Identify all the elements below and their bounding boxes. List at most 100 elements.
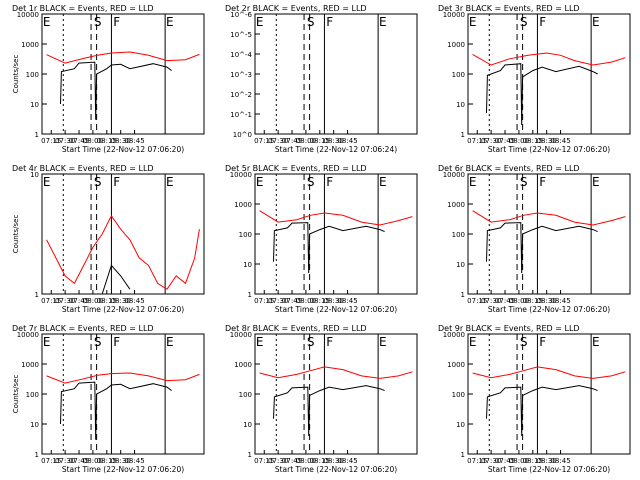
y-tick-label: 10 bbox=[243, 421, 252, 429]
event-marker: E bbox=[592, 15, 600, 29]
x-axis-label: Start Time (22-Nov-12 07:06:20) bbox=[488, 305, 610, 314]
y-axis-label: Counts/sec bbox=[12, 375, 20, 414]
x-tick-label: 08:30 bbox=[324, 297, 344, 305]
y-tick-label: 100 bbox=[239, 391, 252, 399]
x-tick-label: 07:45 bbox=[282, 137, 302, 145]
x-tick-label: 07:15 bbox=[254, 297, 274, 305]
x-tick-label: 08:15 bbox=[97, 457, 117, 465]
event-marker: E bbox=[43, 335, 51, 349]
events-series-line bbox=[273, 222, 385, 274]
event-marker: E bbox=[166, 175, 174, 189]
lld-series-line bbox=[46, 372, 200, 384]
y-tick-label: 10^-2 bbox=[230, 91, 252, 99]
x-tick-label: 08:30 bbox=[537, 457, 557, 465]
x-tick-label: 08:45 bbox=[337, 137, 357, 145]
x-tick-label: 08:45 bbox=[124, 297, 144, 305]
y-tick-label: 10000 bbox=[443, 11, 465, 19]
y-tick-label: 10^-5 bbox=[230, 31, 252, 39]
lld-series-line bbox=[472, 52, 626, 66]
event-marker: E bbox=[379, 335, 387, 349]
x-tick-label: 07:30 bbox=[481, 297, 501, 305]
event-marker: F bbox=[539, 15, 546, 29]
x-axis-label: Start Time (22-Nov-12 07:06:20) bbox=[488, 465, 610, 474]
event-marker: F bbox=[326, 335, 333, 349]
lld-series-line bbox=[259, 366, 413, 379]
event-marker: E bbox=[256, 175, 264, 189]
y-tick-label: 10^-6 bbox=[230, 11, 252, 19]
y-tick-label: 1 bbox=[461, 131, 465, 139]
panel-title: Det 9r BLACK = Events, RED = LLD bbox=[438, 324, 580, 333]
x-tick-label: 08:00 bbox=[296, 137, 316, 145]
event-marker: E bbox=[166, 335, 174, 349]
x-tick-label: 08:45 bbox=[337, 297, 357, 305]
x-tick-label: 08:30 bbox=[537, 297, 557, 305]
event-marker: F bbox=[113, 15, 120, 29]
x-tick-label: 08:30 bbox=[111, 297, 131, 305]
x-tick-label: 08:00 bbox=[296, 297, 316, 305]
x-tick-label: 07:15 bbox=[467, 137, 487, 145]
x-tick-label: 07:15 bbox=[467, 457, 487, 465]
y-tick-label: 10000 bbox=[230, 331, 252, 339]
x-tick-label: 07:15 bbox=[41, 297, 61, 305]
y-tick-label: 100 bbox=[452, 71, 465, 79]
event-marker: F bbox=[113, 335, 120, 349]
x-tick-label: 08:15 bbox=[97, 137, 117, 145]
x-axis-label: Start Time (22-Nov-12 07:06:20) bbox=[275, 305, 397, 314]
x-tick-label: 08:15 bbox=[523, 137, 543, 145]
y-axis-label: Counts/sec bbox=[12, 215, 20, 254]
x-tick-label: 08:15 bbox=[310, 137, 330, 145]
y-tick-label: 1000 bbox=[234, 361, 252, 369]
panel-title: Det 8r BLACK = Events, RED = LLD bbox=[225, 324, 367, 333]
x-tick-label: 08:15 bbox=[523, 297, 543, 305]
x-tick-label: 07:30 bbox=[481, 457, 501, 465]
event-marker: F bbox=[113, 175, 120, 189]
x-tick-label: 08:00 bbox=[509, 297, 529, 305]
event-marker: E bbox=[43, 15, 51, 29]
event-marker: S bbox=[307, 335, 315, 349]
event-marker: E bbox=[256, 335, 264, 349]
x-tick-label: 07:30 bbox=[55, 297, 75, 305]
y-tick-label: 10000 bbox=[443, 171, 465, 179]
y-tick-label: 10000 bbox=[230, 171, 252, 179]
y-tick-label: 100 bbox=[452, 231, 465, 239]
x-axis-label: Start Time (22-Nov-12 07:06:24) bbox=[275, 145, 397, 154]
panel-title: Det 6r BLACK = Events, RED = LLD bbox=[438, 164, 580, 173]
x-tick-label: 08:45 bbox=[550, 457, 570, 465]
events-series-line bbox=[101, 264, 131, 295]
y-tick-label: 10 bbox=[456, 101, 465, 109]
x-tick-label: 08:00 bbox=[83, 457, 103, 465]
lld-series-line bbox=[259, 210, 413, 226]
x-tick-label: 08:15 bbox=[97, 297, 117, 305]
plot-frame bbox=[254, 173, 418, 295]
panel-title: Det 5r BLACK = Events, RED = LLD bbox=[225, 164, 367, 173]
plot-frame bbox=[467, 173, 631, 295]
x-tick-label: 07:30 bbox=[268, 297, 288, 305]
event-marker: S bbox=[307, 175, 315, 189]
event-marker: E bbox=[379, 15, 387, 29]
event-marker: E bbox=[166, 15, 174, 29]
y-tick-label: 1 bbox=[35, 131, 39, 139]
event-marker: F bbox=[326, 15, 333, 29]
y-tick-label: 1000 bbox=[447, 201, 465, 209]
x-tick-label: 07:30 bbox=[55, 137, 75, 145]
panel-title: Det 4r BLACK = Events, RED = LLD bbox=[12, 164, 154, 173]
y-tick-label: 1 bbox=[35, 291, 39, 299]
plot-frame bbox=[467, 333, 631, 455]
x-tick-label: 07:45 bbox=[69, 297, 89, 305]
y-tick-label: 100 bbox=[452, 391, 465, 399]
x-tick-label: 07:45 bbox=[282, 297, 302, 305]
x-tick-label: 08:15 bbox=[310, 297, 330, 305]
x-tick-label: 08:00 bbox=[509, 137, 529, 145]
x-tick-label: 08:30 bbox=[324, 457, 344, 465]
x-tick-label: 08:00 bbox=[509, 457, 529, 465]
x-tick-label: 07:45 bbox=[69, 457, 89, 465]
x-tick-label: 08:15 bbox=[310, 457, 330, 465]
events-series-line bbox=[486, 222, 598, 274]
event-marker: E bbox=[379, 175, 387, 189]
x-tick-label: 07:30 bbox=[268, 137, 288, 145]
x-tick-label: 08:30 bbox=[111, 457, 131, 465]
x-tick-label: 08:45 bbox=[124, 137, 144, 145]
plot-frame bbox=[41, 173, 205, 295]
x-tick-label: 07:45 bbox=[69, 137, 89, 145]
y-tick-label: 10000 bbox=[17, 11, 39, 19]
